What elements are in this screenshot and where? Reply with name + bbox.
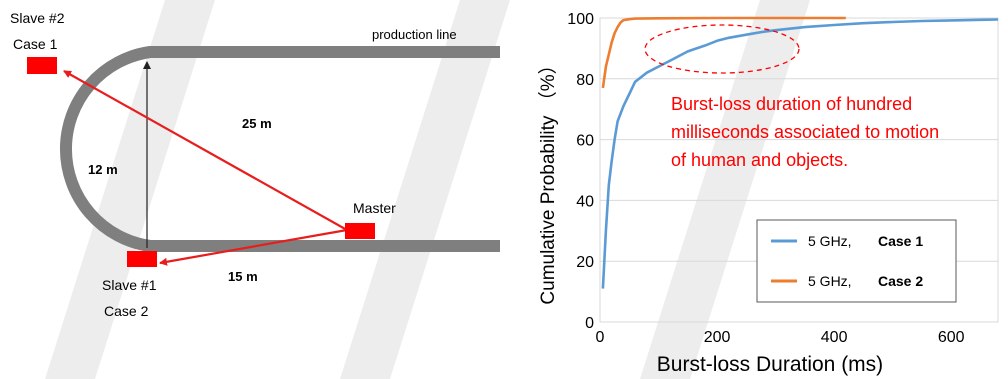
x-tick-label: 0: [596, 329, 605, 346]
legend-case-case2: Case 2: [878, 273, 923, 289]
series-line-case1: [601, 18, 999, 289]
distance-12m-label: 12 m: [88, 162, 118, 177]
legend-box: [756, 219, 957, 303]
production-line-diagram: production line 12 m 25 m 15 m Slave #2 …: [10, 10, 500, 319]
slave2-label: Slave #2: [10, 10, 65, 26]
series-line-case2: [601, 16, 846, 89]
slave1-case-label: Case 2: [104, 303, 149, 319]
x-tick-labels: 0 200 400 600: [596, 329, 965, 346]
link-master-slave1: [159, 228, 348, 266]
y-tick-label: 40: [576, 193, 594, 210]
annotation-ellipse: [644, 24, 800, 74]
y-tick-label: 20: [576, 254, 594, 271]
series-layer: [601, 16, 999, 289]
slave1-node: [127, 251, 157, 267]
production-line-track: [59, 46, 500, 252]
link-master-slave2: [63, 70, 348, 231]
x-tick-label: 200: [704, 329, 731, 346]
y-axis-label: Cumulative Probability （%）: [537, 55, 559, 304]
slave2-case-label: Case 1: [13, 36, 58, 52]
master-node: [345, 223, 375, 239]
master-label: Master: [353, 200, 396, 216]
legend-freq-case1: 5 GHz,: [808, 233, 852, 249]
legend-case-case1: Case 1: [878, 233, 923, 249]
chart-legend: 5 GHz, Case 1 5 GHz, Case 2: [756, 219, 957, 303]
x-tick-label: 400: [821, 329, 848, 346]
production-line-label: production line: [372, 27, 457, 42]
annotation-line-3: of human and objects.: [671, 150, 848, 170]
y-tick-label: 80: [576, 72, 594, 89]
y-tick-label: 100: [567, 11, 594, 28]
watermark-strokes: [45, 0, 810, 379]
annotation-line-2: milliseconds associated to motion: [671, 122, 939, 142]
slave1-label: Slave #1: [102, 277, 157, 293]
y-tick-labels: 0 20 40 60 80 100: [567, 11, 594, 332]
y-tick-label: 0: [585, 315, 594, 332]
cdf-chart: 0 20 40 60 80 100 0 200 400 600 Cumulative Proba…: [537, 11, 999, 376]
x-axis-label: Burst-loss Duration (ms): [657, 353, 883, 376]
distance-25m-label: 25 m: [242, 116, 272, 131]
slave2-node: [27, 57, 57, 74]
distance-15m-label: 15 m: [228, 269, 258, 284]
x-tick-label: 600: [938, 329, 965, 346]
y-tick-label: 60: [576, 133, 594, 150]
annotation-line-1: Burst-loss duration of hundred: [671, 94, 912, 114]
legend-freq-case2: 5 GHz,: [808, 273, 852, 289]
